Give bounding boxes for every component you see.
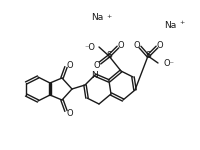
Text: ⁻O: ⁻O: [84, 42, 95, 51]
Text: O⁻: O⁻: [164, 60, 175, 69]
Text: O: O: [134, 40, 140, 50]
Text: S: S: [145, 51, 151, 60]
Text: N: N: [92, 70, 98, 80]
Text: Na: Na: [164, 21, 176, 30]
Text: +: +: [179, 21, 184, 26]
Text: O: O: [67, 60, 73, 69]
Text: O: O: [157, 40, 163, 50]
Text: O: O: [94, 60, 100, 69]
Text: O: O: [118, 40, 124, 50]
Text: S: S: [106, 51, 112, 60]
Text: +: +: [106, 14, 111, 18]
Text: O: O: [67, 108, 73, 117]
Text: Na: Na: [91, 14, 103, 22]
